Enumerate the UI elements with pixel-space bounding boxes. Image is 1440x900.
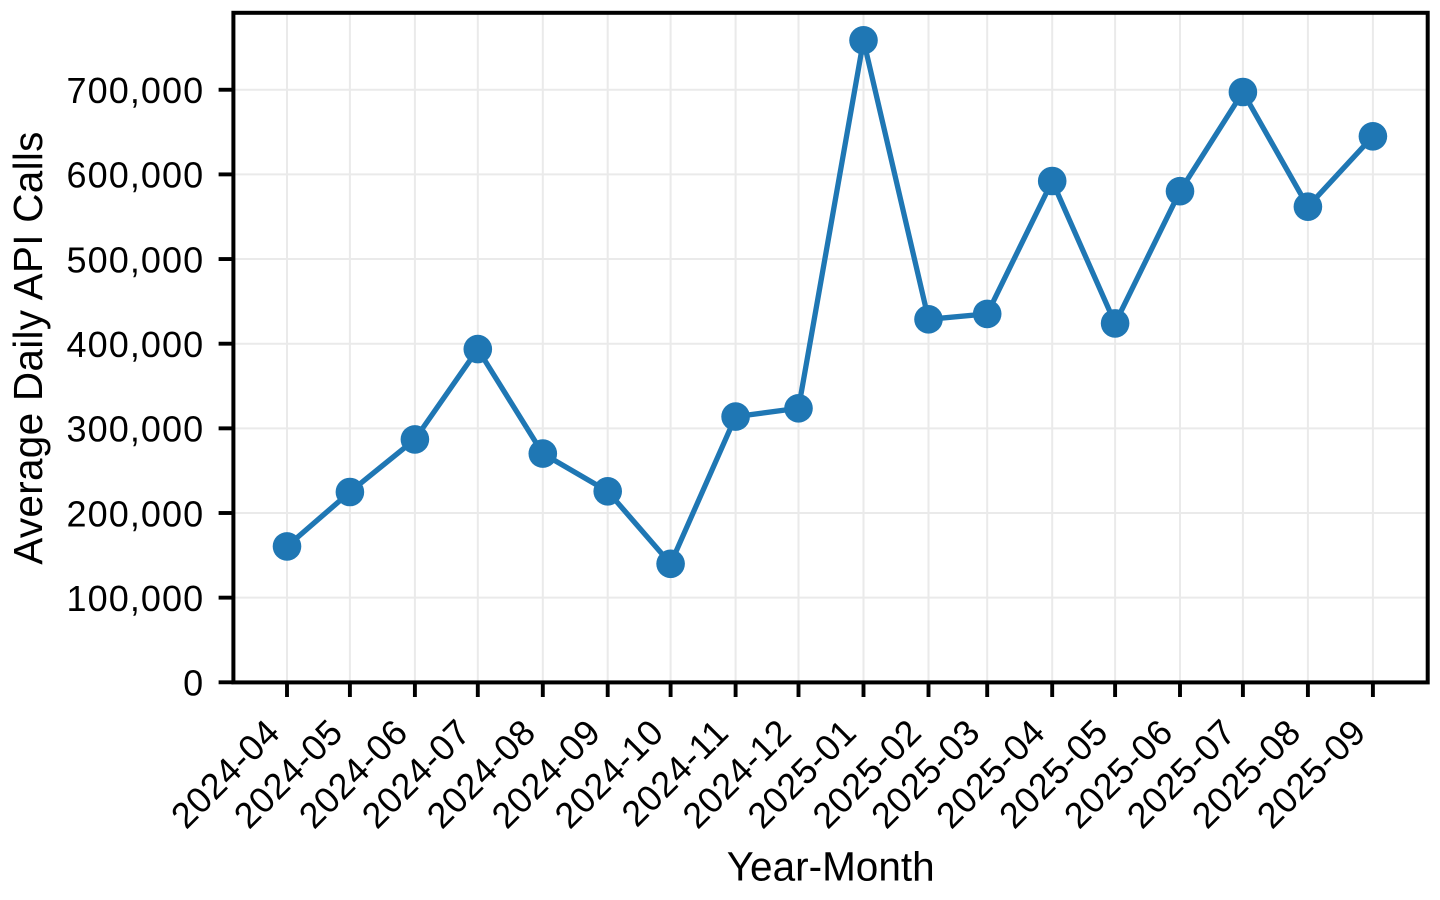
svg-text:0: 0	[183, 663, 204, 704]
svg-text:700,000: 700,000	[66, 70, 204, 111]
svg-text:500,000: 500,000	[66, 239, 204, 280]
svg-text:600,000: 600,000	[66, 155, 204, 196]
svg-text:100,000: 100,000	[66, 578, 204, 619]
svg-text:400,000: 400,000	[66, 324, 204, 365]
svg-text:Year-Month: Year-Month	[727, 844, 935, 890]
svg-text:Average Daily API Calls: Average Daily API Calls	[5, 131, 51, 564]
svg-text:300,000: 300,000	[66, 409, 204, 450]
svg-text:200,000: 200,000	[66, 493, 204, 534]
